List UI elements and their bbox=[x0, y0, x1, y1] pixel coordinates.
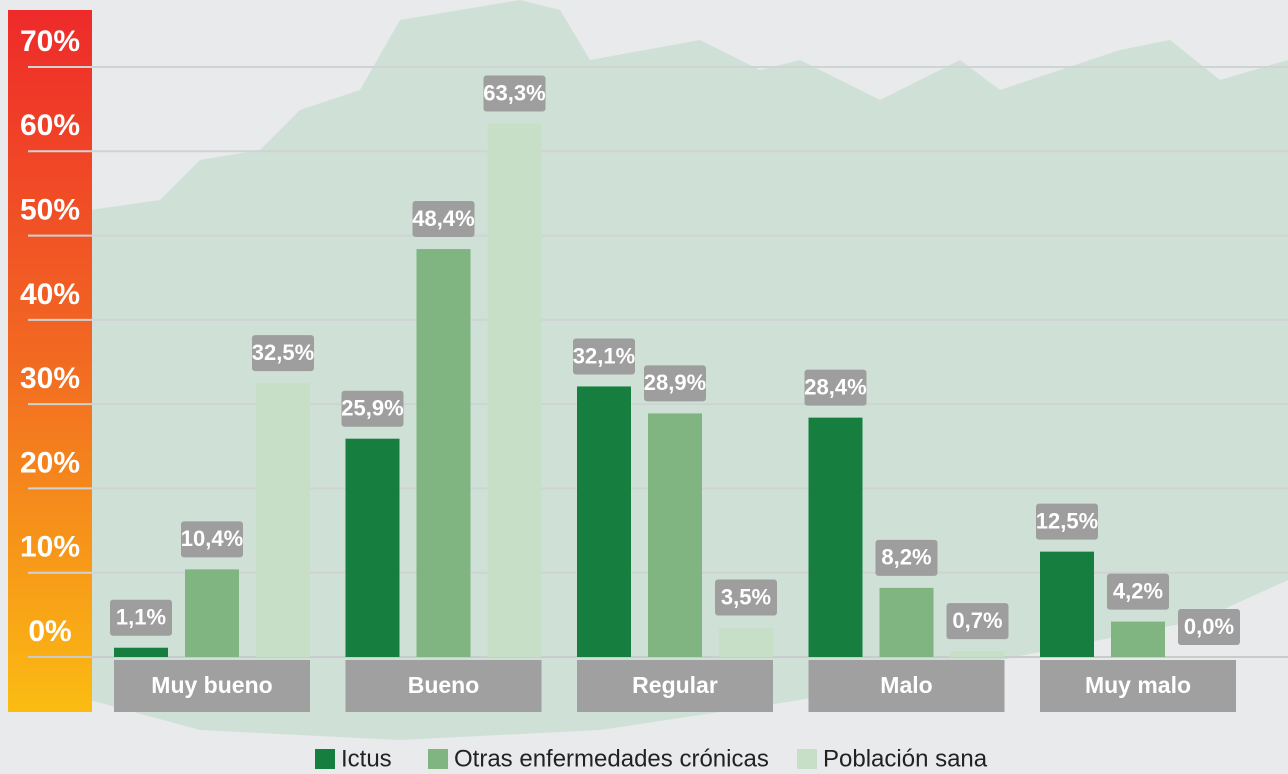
value-label: 63,3% bbox=[483, 80, 545, 105]
value-label-box bbox=[412, 201, 475, 238]
bar bbox=[416, 249, 471, 658]
value-label: 1,1% bbox=[116, 605, 166, 630]
legend-label: Otras enfermedades crónicas bbox=[454, 745, 769, 772]
value-label: 4,2% bbox=[1113, 578, 1163, 603]
bar bbox=[256, 383, 310, 657]
y-tick-label: 70% bbox=[20, 25, 80, 58]
value-label-box bbox=[252, 335, 314, 372]
value-label-box bbox=[875, 539, 938, 576]
category-box bbox=[577, 660, 773, 712]
value-label: 0,0% bbox=[1184, 614, 1234, 639]
bar bbox=[808, 417, 863, 657]
value-label-box bbox=[341, 390, 404, 427]
y-tick-label: 60% bbox=[20, 109, 80, 142]
value-label-box bbox=[1036, 503, 1098, 540]
value-label: 8,2% bbox=[881, 545, 931, 570]
category-box bbox=[1040, 660, 1236, 712]
value-label-box bbox=[181, 521, 243, 558]
value-label-box bbox=[644, 365, 706, 402]
category-box bbox=[808, 660, 1005, 712]
bar bbox=[648, 413, 702, 657]
bar bbox=[879, 587, 934, 657]
value-label-box bbox=[1178, 609, 1240, 645]
value-label: 0,7% bbox=[952, 608, 1002, 633]
legend-label: Población sana bbox=[823, 745, 988, 772]
value-label-box bbox=[804, 369, 867, 406]
value-label: 28,4% bbox=[804, 374, 866, 399]
y-tick-label: 0% bbox=[28, 615, 71, 648]
bar bbox=[950, 651, 1005, 657]
x-tick-label: Bueno bbox=[408, 672, 480, 698]
x-tick-label: Muy bueno bbox=[151, 672, 272, 698]
legend-swatch bbox=[428, 749, 448, 769]
x-tick-label: Regular bbox=[632, 672, 718, 698]
value-label: 3,5% bbox=[721, 584, 771, 609]
value-label: 28,9% bbox=[644, 370, 706, 395]
value-label-box bbox=[573, 338, 635, 375]
y-tick-label: 20% bbox=[20, 446, 80, 479]
bar bbox=[1040, 551, 1094, 657]
legend-swatch bbox=[797, 749, 817, 769]
value-label: 48,4% bbox=[412, 206, 474, 231]
category-box bbox=[114, 660, 310, 712]
x-tick-label: Malo bbox=[880, 672, 932, 698]
value-label-box bbox=[946, 603, 1009, 640]
bar bbox=[719, 627, 773, 657]
value-label: 10,4% bbox=[181, 526, 243, 551]
category-box bbox=[345, 660, 542, 712]
y-tick-label: 40% bbox=[20, 278, 80, 311]
value-label: 25,9% bbox=[341, 396, 403, 421]
bar bbox=[114, 647, 168, 657]
value-label-box bbox=[1107, 573, 1169, 610]
bar bbox=[487, 123, 542, 657]
legend-label: Ictus bbox=[341, 745, 392, 772]
value-label: 12,5% bbox=[1036, 508, 1098, 533]
y-tick-label: 50% bbox=[20, 193, 80, 226]
legend-swatch bbox=[315, 749, 335, 769]
y-tick-label: 30% bbox=[20, 362, 80, 395]
value-label-box bbox=[483, 75, 546, 112]
scale-bar bbox=[8, 10, 92, 712]
bar bbox=[185, 569, 239, 657]
y-tick-label: 10% bbox=[20, 531, 80, 564]
value-label-box bbox=[715, 579, 777, 616]
bar bbox=[1111, 621, 1165, 657]
value-label-box bbox=[110, 599, 172, 636]
bar bbox=[345, 438, 400, 657]
value-label: 32,1% bbox=[573, 343, 635, 368]
bar bbox=[577, 386, 631, 657]
x-tick-label: Muy malo bbox=[1085, 672, 1191, 698]
value-label: 32,5% bbox=[252, 340, 314, 365]
